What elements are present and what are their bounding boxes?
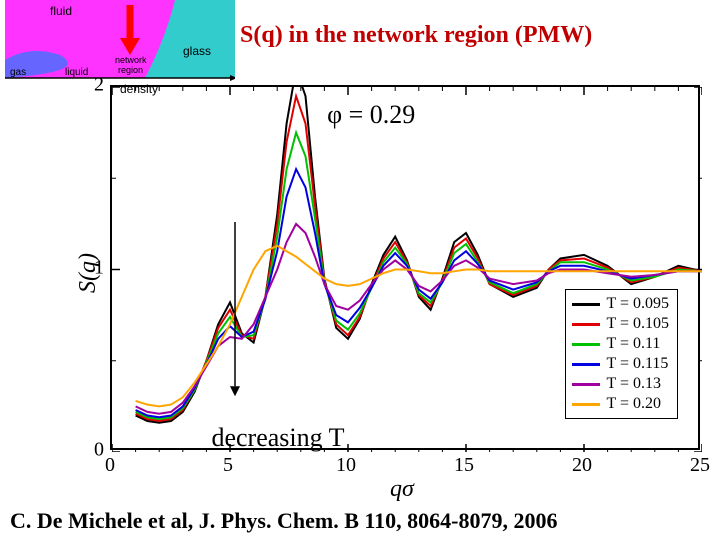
legend-swatch (572, 343, 600, 346)
legend-swatch (572, 303, 600, 306)
sq-chart: S(q) qσ 0510152025 012 φ = 0.29 decreasi… (55, 75, 705, 495)
decreasing-t-arrow-icon (227, 222, 243, 396)
legend-swatch (572, 403, 600, 406)
region-label: region (118, 65, 143, 75)
decreasing-t-annotation: decreasing T (211, 423, 344, 453)
legend-label: T = 0.105 (606, 315, 669, 333)
legend-item: T = 0.11 (572, 334, 669, 354)
phi-annotation: φ = 0.29 (327, 100, 415, 130)
slide-title: S(q) in the network region (PMW) (240, 22, 592, 49)
legend-label: T = 0.11 (606, 335, 660, 353)
legend-item: T = 0.095 (572, 294, 669, 314)
legend-item: T = 0.13 (572, 374, 669, 394)
x-tick-label: 25 (690, 454, 710, 477)
x-tick-label: 5 (223, 454, 233, 477)
legend-label: T = 0.20 (606, 395, 661, 413)
legend: T = 0.095 T = 0.105 T = 0.11 T = 0.115 T = 0… (565, 289, 678, 419)
y-tick-label: 2 (82, 74, 104, 97)
x-tick-label: 15 (454, 454, 474, 477)
legend-item: T = 0.20 (572, 394, 669, 414)
x-tick-label: 10 (336, 454, 356, 477)
network-label: network (115, 55, 147, 65)
gas-label: gas (10, 67, 26, 78)
x-axis-label: qσ (390, 476, 414, 503)
fluid-label: fluid (50, 4, 72, 18)
glass-label: glass (183, 44, 211, 58)
legend-swatch (572, 323, 600, 326)
legend-item: T = 0.115 (572, 354, 669, 374)
legend-item: T = 0.105 (572, 314, 669, 334)
y-tick-label: 0 (82, 439, 104, 462)
legend-swatch (572, 383, 600, 386)
legend-label: T = 0.13 (606, 375, 661, 393)
y-tick-label: 1 (82, 256, 104, 279)
legend-label: T = 0.095 (606, 295, 669, 313)
legend-label: T = 0.115 (606, 355, 668, 373)
citation: C. De Michele et al, J. Phys. Chem. B 11… (10, 508, 558, 534)
x-tick-label: 0 (105, 454, 115, 477)
x-tick-label: 20 (572, 454, 592, 477)
slide: S(q) in the network region (PMW) fluid g… (0, 0, 720, 540)
legend-swatch (572, 363, 600, 366)
